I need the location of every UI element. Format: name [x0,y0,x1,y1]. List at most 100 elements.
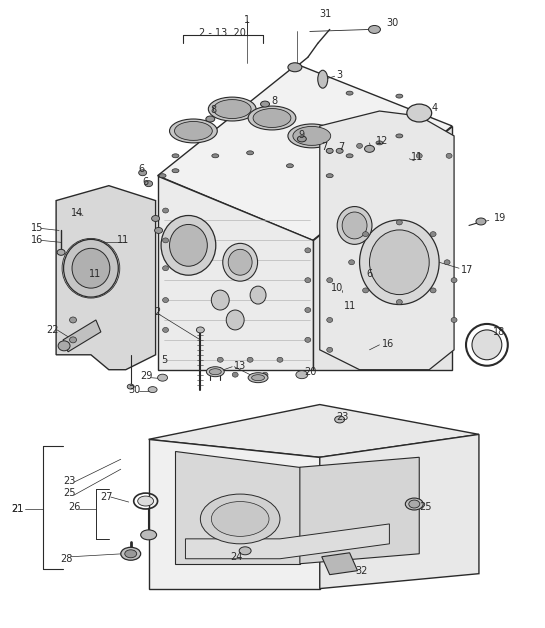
Text: 19: 19 [494,214,506,224]
Ellipse shape [155,227,162,234]
Polygon shape [149,404,479,457]
Ellipse shape [208,97,256,121]
Ellipse shape [70,317,76,323]
Ellipse shape [162,298,168,303]
Ellipse shape [405,498,423,510]
Ellipse shape [396,134,403,138]
Text: 18: 18 [493,327,505,337]
Text: 2: 2 [154,307,161,317]
Ellipse shape [407,104,432,122]
Text: 9: 9 [299,130,305,140]
Text: 11: 11 [89,269,101,279]
Text: 4: 4 [431,103,437,113]
Ellipse shape [370,230,429,295]
Ellipse shape [226,310,244,330]
Ellipse shape [262,372,268,377]
Ellipse shape [360,220,439,305]
Text: 12: 12 [376,136,388,146]
Ellipse shape [174,121,213,141]
Text: 13: 13 [234,360,246,371]
Ellipse shape [337,207,372,244]
Text: 5: 5 [161,355,167,365]
Text: 2 - 13  20: 2 - 13 20 [199,28,246,38]
Polygon shape [300,457,419,564]
Polygon shape [158,64,452,241]
Ellipse shape [148,387,157,392]
Ellipse shape [326,148,332,153]
Ellipse shape [287,164,293,168]
Text: 29: 29 [140,371,153,381]
Text: 7: 7 [338,142,345,152]
Text: 25: 25 [419,502,432,512]
Ellipse shape [288,124,336,148]
Ellipse shape [162,208,168,213]
Ellipse shape [298,136,306,142]
Ellipse shape [239,547,251,555]
Text: 11: 11 [411,152,423,162]
Ellipse shape [430,232,436,237]
Ellipse shape [472,330,502,360]
Ellipse shape [326,347,332,352]
Text: 28: 28 [60,554,73,564]
Ellipse shape [248,106,296,130]
Polygon shape [149,440,320,588]
Ellipse shape [212,154,219,158]
Ellipse shape [138,496,154,506]
Ellipse shape [162,327,168,332]
Polygon shape [175,452,300,564]
Ellipse shape [217,357,223,362]
Text: 10: 10 [331,283,344,293]
Ellipse shape [127,384,134,389]
Ellipse shape [172,169,179,173]
Ellipse shape [293,126,331,145]
Text: 6: 6 [142,176,149,187]
Ellipse shape [223,244,258,281]
Ellipse shape [152,215,160,222]
Ellipse shape [247,357,253,362]
Ellipse shape [365,145,374,153]
Text: 20: 20 [304,367,316,377]
Ellipse shape [288,63,302,72]
Ellipse shape [342,212,367,239]
Ellipse shape [144,181,153,187]
Ellipse shape [336,148,343,153]
Ellipse shape [277,357,283,362]
Text: 6: 6 [138,164,144,174]
Ellipse shape [396,220,402,225]
Ellipse shape [409,500,420,508]
Ellipse shape [362,288,368,293]
Ellipse shape [446,153,452,158]
Text: 31: 31 [319,9,332,19]
Text: 17: 17 [461,265,474,275]
Ellipse shape [305,337,311,342]
Ellipse shape [476,218,486,225]
Ellipse shape [125,550,137,558]
Polygon shape [320,111,454,370]
Polygon shape [320,435,479,588]
Text: 7: 7 [322,142,328,152]
Ellipse shape [206,116,215,122]
Ellipse shape [162,266,168,271]
Ellipse shape [161,215,216,275]
Polygon shape [313,126,452,370]
Ellipse shape [201,494,280,544]
Text: 11: 11 [117,236,129,246]
Ellipse shape [396,300,402,305]
Text: 8: 8 [271,96,277,106]
Ellipse shape [349,260,355,265]
Ellipse shape [141,530,156,540]
Ellipse shape [213,100,251,119]
Ellipse shape [326,278,332,283]
Ellipse shape [162,238,168,243]
Polygon shape [322,553,358,575]
Text: 30: 30 [386,18,398,28]
Text: 32: 32 [355,566,368,576]
Ellipse shape [232,372,238,377]
Text: 6: 6 [367,269,373,279]
Ellipse shape [305,308,311,313]
Ellipse shape [253,109,291,127]
Ellipse shape [207,367,224,377]
Ellipse shape [121,548,141,560]
Ellipse shape [326,174,333,178]
Ellipse shape [172,154,179,158]
